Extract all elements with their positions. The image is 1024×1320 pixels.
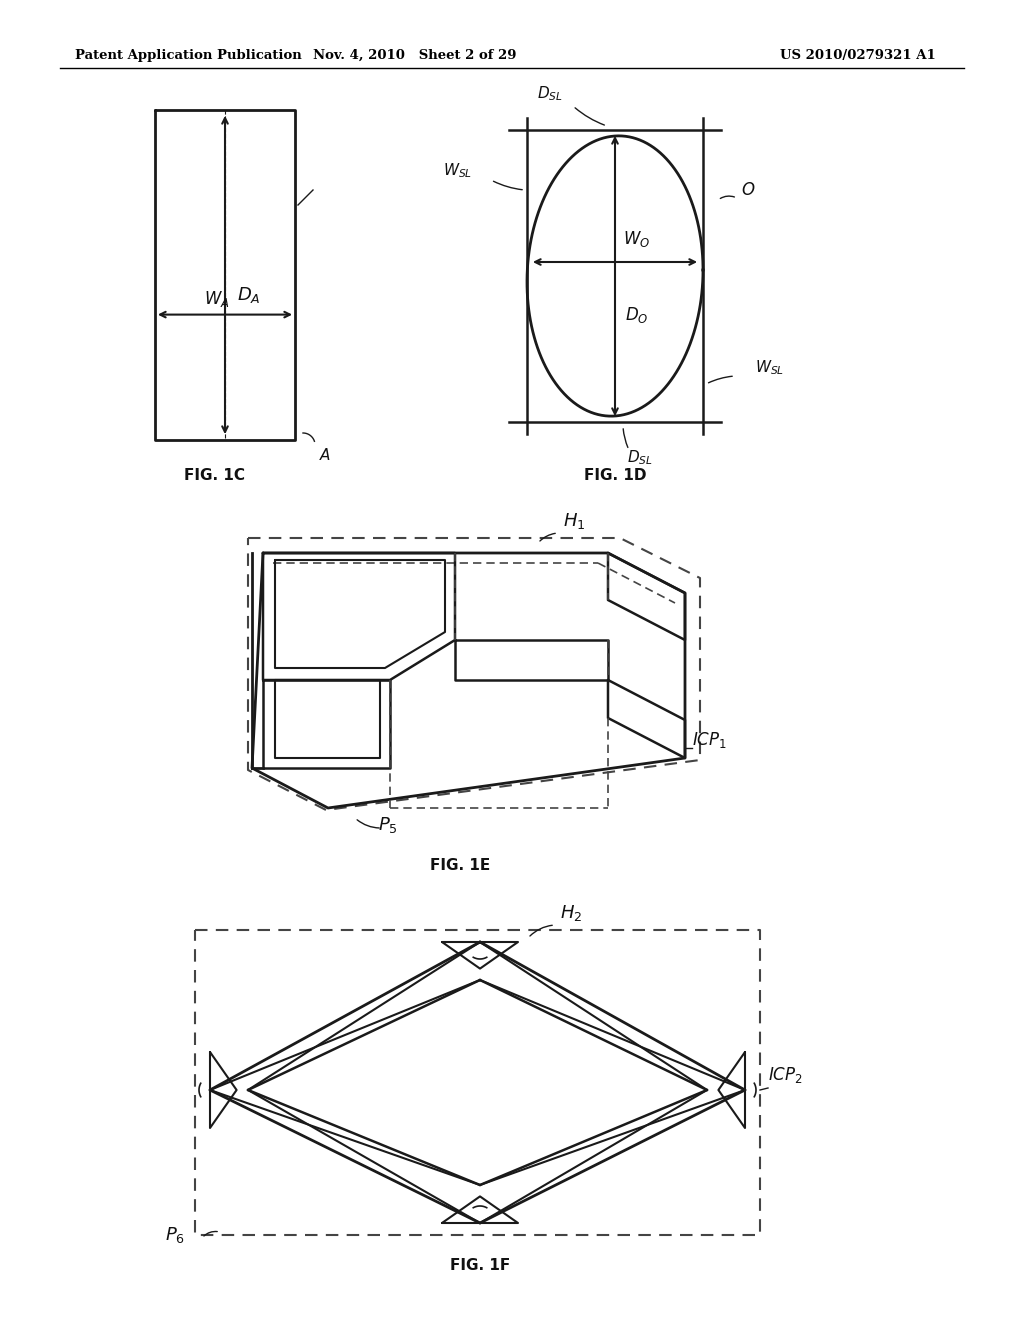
Text: FIG. 1D: FIG. 1D xyxy=(584,469,646,483)
Text: $W_O$: $W_O$ xyxy=(623,228,650,249)
Text: $W_A$: $W_A$ xyxy=(204,289,229,309)
Text: FIG. 1E: FIG. 1E xyxy=(430,858,490,873)
Text: FIG. 1C: FIG. 1C xyxy=(184,469,246,483)
Text: $ICP_1$: $ICP_1$ xyxy=(692,730,727,750)
Text: A: A xyxy=(319,447,331,462)
Text: $P_5$: $P_5$ xyxy=(378,814,398,836)
Text: $D_A$: $D_A$ xyxy=(237,285,261,305)
Text: $D_O$: $D_O$ xyxy=(625,305,648,325)
Text: $ICP_2$: $ICP_2$ xyxy=(768,1065,803,1085)
Text: Patent Application Publication: Patent Application Publication xyxy=(75,49,302,62)
Text: $D_{SL}$: $D_{SL}$ xyxy=(627,447,653,467)
Text: US 2010/0279321 A1: US 2010/0279321 A1 xyxy=(780,49,936,62)
Text: $H_1$: $H_1$ xyxy=(563,511,586,531)
Text: $H_2$: $H_2$ xyxy=(560,903,583,923)
Text: FIG. 1F: FIG. 1F xyxy=(450,1258,510,1272)
Text: $P_6$: $P_6$ xyxy=(165,1225,185,1245)
Text: O: O xyxy=(741,181,754,199)
Text: $D_{SL}$: $D_{SL}$ xyxy=(538,84,563,103)
Text: $W_{SL}$: $W_{SL}$ xyxy=(755,358,784,376)
Text: Nov. 4, 2010   Sheet 2 of 29: Nov. 4, 2010 Sheet 2 of 29 xyxy=(313,49,517,62)
Text: $W_{SL}$: $W_{SL}$ xyxy=(442,161,472,180)
